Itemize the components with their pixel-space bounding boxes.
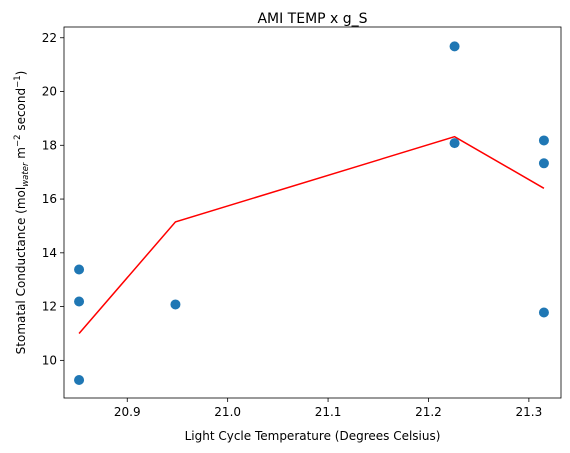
x-tick-label-3: 21.2 <box>415 405 442 419</box>
x-axis: 20.9 21.0 21.1 21.2 21.3 <box>114 398 542 419</box>
x-tick-label-2: 21.1 <box>315 405 342 419</box>
y-axis-label-mid2: second <box>14 88 28 135</box>
scatter-point-7 <box>538 158 549 169</box>
scatter-point-6 <box>538 135 549 146</box>
y-axis-label-sub: water <box>21 162 31 187</box>
scatter-point-4 <box>449 41 460 52</box>
axes-frame <box>63 26 562 399</box>
scatter-point-0 <box>74 264 85 275</box>
chart-title: AMI TEMP x g_S <box>257 11 367 27</box>
scatter-point-8 <box>538 307 549 318</box>
trend-line <box>78 135 545 334</box>
plot-area <box>74 41 549 385</box>
x-tick-label-0: 20.9 <box>114 405 141 419</box>
y-tick-label-5: 20 <box>42 85 57 99</box>
y-axis-label-sup1: −2 <box>13 135 23 148</box>
scatter-point-3 <box>170 299 181 310</box>
x-tick-label-1: 21.0 <box>214 405 241 419</box>
y-axis: 10 12 14 16 18 20 22 <box>42 31 64 367</box>
y-axis-label-prefix: Stomatal Conductance (mol <box>14 187 28 355</box>
scatter-point-2 <box>74 374 85 385</box>
y-tick-label-0: 10 <box>42 353 57 367</box>
scatter-point-1 <box>74 296 85 307</box>
y-axis-label-mid1: m <box>14 147 28 163</box>
y-tick-label-3: 16 <box>42 192 57 206</box>
y-axis-label: Stomatal Conductance (molwater m−2 secon… <box>13 71 31 355</box>
y-axis-label-sup2: −1 <box>13 75 23 88</box>
x-tick-label-4: 21.3 <box>516 405 543 419</box>
y-tick-label-2: 14 <box>42 246 57 260</box>
y-tick-label-1: 12 <box>42 300 57 314</box>
y-tick-label-4: 18 <box>42 138 57 152</box>
y-tick-label-6: 22 <box>42 31 57 45</box>
x-axis-label: Light Cycle Temperature (Degrees Celsius… <box>185 429 441 443</box>
scatter-point-5 <box>449 138 460 149</box>
y-axis-label-suffix: ) <box>14 71 28 76</box>
